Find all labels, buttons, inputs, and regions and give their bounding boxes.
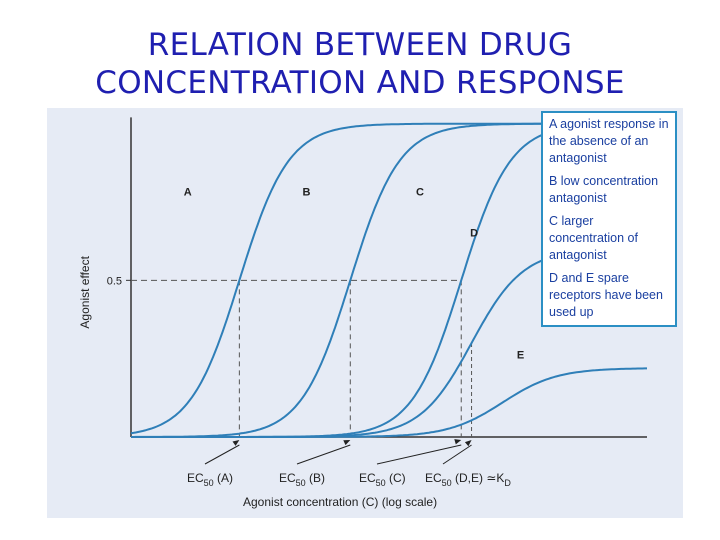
- ec50-arrow-head-0: [232, 440, 240, 446]
- curve-e: [131, 367, 647, 438]
- ec50-arrow-shaft-1: [296, 444, 351, 465]
- curve-label-d: D: [470, 227, 478, 239]
- slide-title: RELATION BETWEEN DRUG CONCENTRATION AND …: [0, 26, 720, 102]
- ec50-arrow-shaft-3: [442, 444, 472, 465]
- ec50-label-3: EC50 (D,E) ≃KD: [425, 471, 511, 488]
- curve-label-e: E: [517, 350, 524, 362]
- note-b: B low concentration antagonist: [549, 174, 659, 205]
- ec50-label-1: EC50 (B): [279, 471, 325, 488]
- ec50-arrow-head-1: [343, 440, 351, 446]
- note-c: C larger concentration of antagonist: [549, 214, 638, 262]
- title-line-2: CONCENTRATION AND RESPONSE: [95, 65, 625, 101]
- ec50-arrow-head-3: [464, 440, 472, 447]
- title-line-1: RELATION BETWEEN DRUG: [147, 27, 573, 63]
- curve-label-c: C: [416, 187, 424, 199]
- curve-label-b: B: [302, 187, 310, 199]
- ec50-arrow-head-2: [454, 439, 462, 445]
- y-tick-label-0: 0.5: [107, 275, 122, 287]
- curve-notes-box: A agonist response in the absence of an …: [541, 111, 677, 327]
- note-a: A agonist response in the absence of an …: [549, 117, 669, 165]
- y-axis-label: Agonist effect: [78, 255, 92, 328]
- ec50-label-0: EC50 (A): [187, 471, 233, 488]
- ec50-arrow-shaft-2: [376, 444, 462, 465]
- curve-label-a: A: [184, 187, 192, 199]
- x-axis-label: Agonist concentration (C) (log scale): [243, 495, 437, 509]
- ec50-arrow-shaft-0: [204, 444, 240, 465]
- note-d-e: D and E spare receptors have been used u…: [549, 271, 663, 319]
- ec50-label-2: EC50 (C): [359, 471, 406, 488]
